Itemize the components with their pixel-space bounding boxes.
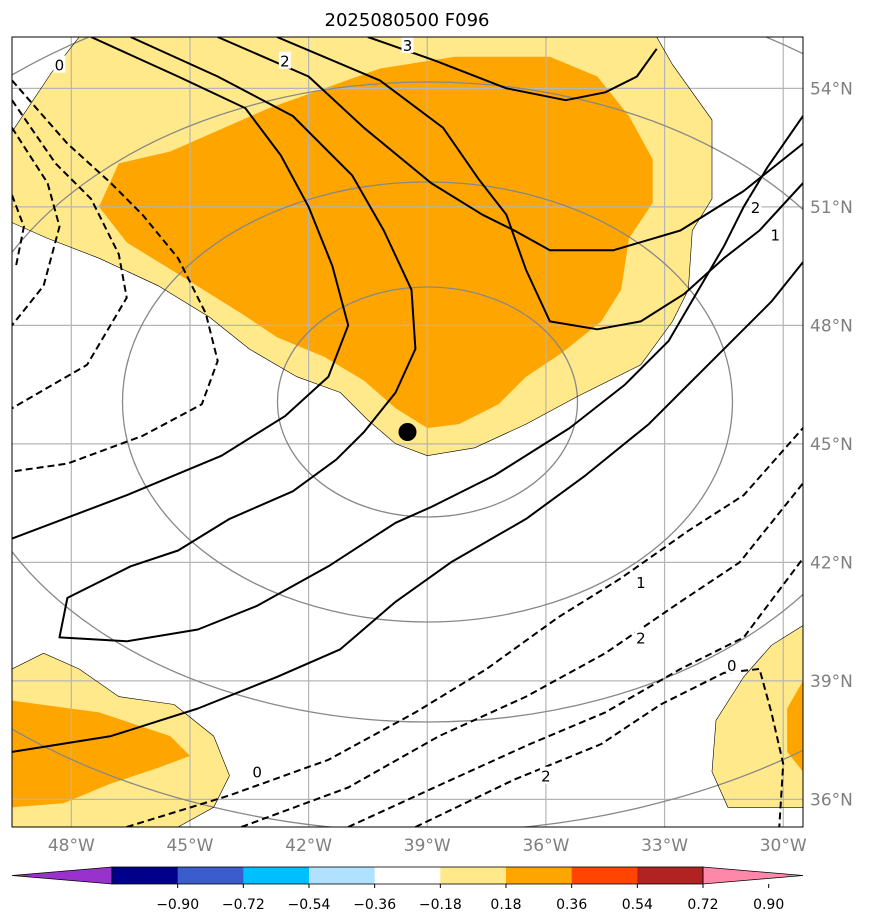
x-tick-label-4: 36°W [522, 836, 569, 856]
contour-label-5: 0 [252, 764, 262, 782]
x-tick-label-1: 45°W [166, 836, 213, 856]
colorbar-tick-label-8: 0.72 [687, 897, 718, 913]
coastline-1 [12, 652, 230, 827]
coastline-layer [12, 37, 803, 827]
storm-center-marker [398, 423, 417, 441]
y-tick-label-2: 42°N [810, 553, 853, 573]
shading-region-0-2 [712, 625, 803, 808]
shading-region-1-1 [12, 700, 190, 808]
contour-line-3 [12, 194, 25, 267]
contour-label-9: 0 [727, 657, 737, 675]
contour-line-1 [12, 99, 128, 410]
x-tick-label-6: 30°W [760, 836, 807, 856]
y-tick-label-3: 45°N [810, 435, 853, 455]
colorbar-tick-label-3: −0.36 [353, 897, 396, 913]
x-tick-label-2: 42°W [285, 836, 332, 856]
map-frame [11, 36, 804, 828]
y-tick-labels: 36°N 39°N 42°N 45°N 48°N 51°N 54°N [810, 79, 853, 810]
distance-rings [12, 37, 803, 827]
colorbar-tick-label-0: −0.90 [156, 897, 199, 913]
y-tick-label-1: 39°N [810, 672, 853, 692]
distance-ring-0 [276, 286, 579, 518]
x-tick-label-5: 33°W [641, 836, 688, 856]
colorbar: −0.90 −0.72 −0.54 −0.36 −0.18 0.18 0.36 0.54 0.7… [11, 866, 804, 913]
contour-label-6: 1 [636, 574, 646, 592]
colorbar-tick-label-4: −0.18 [419, 897, 462, 913]
y-tick-label-4: 48°N [810, 316, 853, 336]
contour-line-9 [12, 261, 803, 753]
colorbar-tick-label-9: 0.90 [753, 897, 784, 913]
contour-label-bg-0 [53, 55, 66, 73]
distance-ring-2 [12, 81, 803, 723]
colorbar-segment-7 [571, 867, 638, 884]
colorbar-segment-1 [177, 867, 244, 884]
colorbar-segment-6 [506, 867, 573, 884]
colorbar-segment-0 [112, 867, 179, 884]
contour-label-bg-6 [634, 573, 647, 591]
contour-label-bg-5 [251, 762, 264, 780]
colorbar-frame [111, 866, 704, 885]
y-tick-label-6: 54°N [810, 79, 853, 99]
contour-label-7: 2 [636, 629, 646, 647]
contour-line-10 [126, 427, 803, 827]
colorbar-tick-label-2: −0.54 [288, 897, 331, 913]
contour-label-bg-9 [725, 656, 738, 674]
contour-line-11 [241, 482, 803, 827]
contour-label-1: 2 [280, 53, 290, 71]
contour-line-8 [367, 37, 658, 102]
contour-line-4 [12, 37, 350, 540]
colorbar-segment-5 [440, 867, 507, 884]
storm-center-layer [398, 423, 417, 441]
shading-region-1-2 [787, 680, 803, 772]
distance-ring-1 [121, 181, 734, 623]
contour-label-bg-3 [749, 197, 762, 215]
contour-line-13 [414, 668, 785, 827]
contour-label-3: 2 [751, 199, 761, 217]
colorbar-segment-3 [309, 867, 376, 884]
colorbar-extend-low [11, 866, 113, 885]
colorbar-tick-label-6: 0.36 [556, 897, 587, 913]
contour-label-bg-4 [769, 225, 782, 243]
contour-line-5 [58, 37, 803, 643]
chart-title: 2025080500 F096 [325, 10, 490, 31]
contour-label-4: 1 [771, 227, 781, 245]
colorbar-segment-4 [374, 867, 441, 884]
shading-layer [12, 37, 803, 827]
contour-label-8: 2 [541, 768, 551, 786]
contour-line-0 [12, 79, 219, 473]
colorbar-tick-label-5: 0.18 [490, 897, 521, 913]
colorbar-extend-high [702, 866, 804, 885]
coastline-0 [12, 37, 713, 457]
contour-label-bg-7 [634, 628, 647, 646]
contour-label-bg-2 [401, 37, 414, 53]
y-tick-label-0: 36°N [810, 790, 853, 810]
x-tick-labels: 48°W 45°W 42°W 39°W 36°W 33°W 30°W [48, 836, 807, 856]
contour-label-0: 0 [55, 57, 65, 75]
contour-line-6 [217, 37, 803, 252]
contour-line-2 [12, 127, 61, 326]
y-tick-label-5: 51°N [810, 198, 853, 218]
x-tick-label-0: 48°W [48, 836, 95, 856]
contour-line-12 [347, 557, 803, 827]
contour-label-2: 3 [403, 37, 413, 55]
x-tick-label-3: 39°W [404, 836, 451, 856]
gridlines-layer [12, 37, 803, 827]
contour-label-bg-8 [539, 766, 552, 784]
contour-layer [12, 37, 803, 827]
shading-region-1-0 [99, 56, 653, 429]
contour-line-7 [276, 37, 803, 331]
colorbar-segment-8 [637, 867, 704, 884]
contour-label-bg-1 [278, 51, 291, 69]
colorbar-segment-2 [243, 867, 310, 884]
coastline-2 [711, 625, 803, 808]
colorbar-tick-label-7: 0.54 [622, 897, 653, 913]
colorbar-tick-label-1: −0.72 [222, 897, 265, 913]
